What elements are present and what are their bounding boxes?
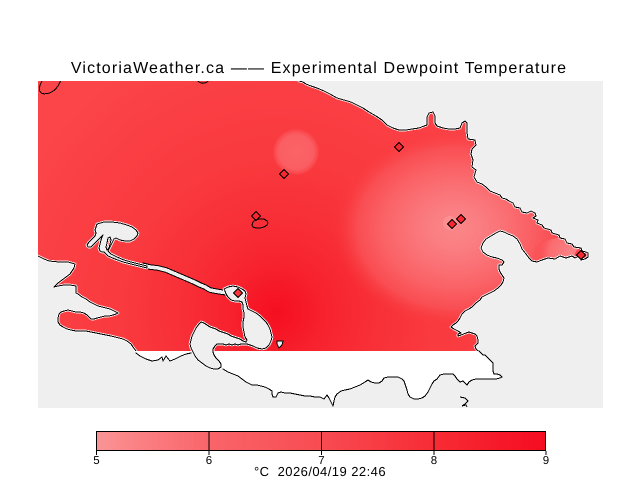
svg-text:7: 7 [318, 455, 324, 467]
svg-text:°C 2026/04/19 22:46: °C 2026/04/19 22:46 [254, 464, 386, 479]
svg-text:VictoriaWeather.ca —— Experime: VictoriaWeather.ca —— Experimental Dewpo… [71, 60, 567, 77]
svg-text:5: 5 [93, 455, 99, 467]
svg-text:6: 6 [206, 455, 212, 467]
svg-text:9: 9 [543, 455, 549, 467]
svg-text:8: 8 [431, 455, 437, 467]
